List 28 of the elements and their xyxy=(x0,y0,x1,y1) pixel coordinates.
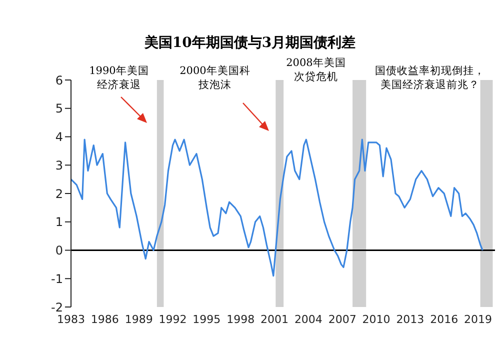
x-tick-label: 1989 xyxy=(124,312,153,326)
line-series xyxy=(71,138,484,277)
x-tick-label: 1983 xyxy=(57,312,85,326)
annotation: 国债收益率初现倒挂，美国经济衰退前兆？ xyxy=(374,64,486,92)
x-tick-label: 1995 xyxy=(192,312,221,326)
y-tick-label: 0 xyxy=(55,244,63,258)
annotation: 2008年美国次贷危机 xyxy=(285,56,347,84)
y-tick-label: 5 xyxy=(55,102,63,116)
annotation: 1990年美国经济衰退 xyxy=(88,64,150,92)
x-tick-label: 2019 xyxy=(464,312,492,326)
y-tick-label: -2 xyxy=(51,300,63,314)
chart-title: 美国10年期国债与3月期国债利差 xyxy=(143,34,357,52)
x-tick-label: 1986 xyxy=(90,312,119,326)
x-tick-label: 2010 xyxy=(362,312,390,326)
x-tick-label: 2007 xyxy=(328,312,356,326)
y-tick-label: 3 xyxy=(55,158,63,172)
y-tick-label: 6 xyxy=(55,73,63,88)
y-tick-label: 2 xyxy=(55,186,63,201)
annotation: 2000年美国科技泡沫 xyxy=(178,64,252,92)
x-tick-label: 2013 xyxy=(396,312,424,326)
y-tick-label: -1 xyxy=(51,272,63,286)
x-tick-label: 2004 xyxy=(294,312,322,326)
x-tick-label: 2016 xyxy=(430,312,458,326)
x-tick-label: 2001 xyxy=(260,312,289,326)
y-tick-label: 4 xyxy=(55,130,63,144)
x-tick-label: 1992 xyxy=(158,312,187,326)
x-tick-label: 1998 xyxy=(226,312,255,326)
y-tick-label: 1 xyxy=(55,215,63,230)
